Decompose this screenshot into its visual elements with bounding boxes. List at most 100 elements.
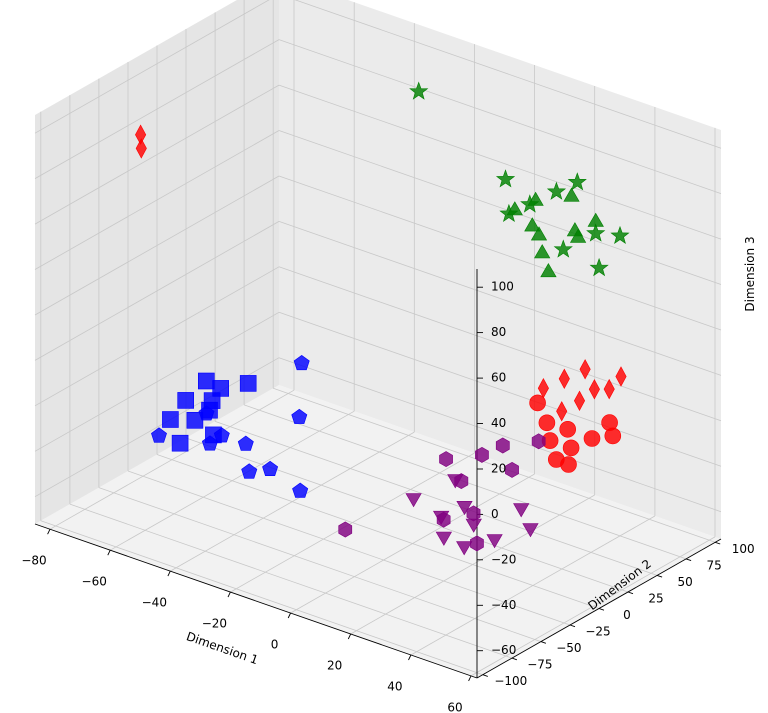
y-tick xyxy=(656,574,663,578)
back-pane xyxy=(279,0,721,539)
point-pentagon xyxy=(262,460,279,477)
grid-line-z xyxy=(278,130,722,285)
grid-line-y xyxy=(69,503,513,659)
y-tick-label: 100 xyxy=(732,542,755,556)
point-square xyxy=(186,411,204,429)
tick-marks xyxy=(47,286,721,682)
point-hexagon xyxy=(470,535,484,552)
point-star xyxy=(499,203,519,223)
y-tick-label: −50 xyxy=(556,641,581,655)
x-tick xyxy=(227,591,231,598)
z-tick-label: 0 xyxy=(491,507,499,521)
point-triangle-down xyxy=(456,500,473,516)
y-tick xyxy=(540,641,547,644)
z-tick-label: 20 xyxy=(491,462,506,476)
x-tick-label: −80 xyxy=(21,554,46,568)
x-tick xyxy=(167,570,171,577)
y-tick xyxy=(685,558,692,562)
z-tick-label: 100 xyxy=(491,280,514,294)
grid-line-y xyxy=(185,437,629,593)
point-hexagon xyxy=(531,433,546,450)
point-triangle xyxy=(563,187,580,202)
point-star xyxy=(589,257,609,277)
x-tick-label: 60 xyxy=(447,700,462,713)
grid-line-z xyxy=(34,130,280,270)
z-tick-label: 60 xyxy=(491,371,506,385)
y-tick xyxy=(627,591,634,595)
grid-line-z xyxy=(278,175,722,331)
y-tick xyxy=(598,608,605,611)
grid-line-y xyxy=(98,487,542,642)
point-triangle xyxy=(530,226,548,241)
grid-line-z xyxy=(294,0,722,149)
x-tick-label: 0 xyxy=(271,638,279,652)
point-triangle-down xyxy=(435,531,453,546)
grid-line-z xyxy=(34,175,280,316)
point-diamond xyxy=(615,366,627,387)
point-pentagon xyxy=(291,408,308,424)
point-diamond xyxy=(588,379,600,400)
point-pentagon xyxy=(237,435,254,451)
z-axis-label: Dimension 3 xyxy=(743,236,757,311)
x-tick xyxy=(107,550,111,556)
data-points xyxy=(135,81,630,556)
y-tick-label: −25 xyxy=(585,625,610,639)
grid-line-z xyxy=(34,357,280,498)
point-square xyxy=(177,392,194,409)
point-circle xyxy=(538,414,556,432)
grid-line-y xyxy=(273,387,716,543)
grid-line-z xyxy=(34,266,280,407)
point-circle xyxy=(583,430,601,447)
point-diamond xyxy=(603,378,615,400)
grid-line-z xyxy=(278,266,722,422)
grid-lines xyxy=(34,0,722,677)
point-square xyxy=(239,375,257,392)
point-triangle-down xyxy=(405,493,422,508)
grid-line-z xyxy=(278,357,722,513)
point-triangle xyxy=(540,263,557,278)
y-tick-label: −75 xyxy=(527,658,552,672)
point-star xyxy=(586,223,606,242)
point-star xyxy=(409,81,429,100)
point-diamond xyxy=(573,390,586,412)
grid-line-z xyxy=(34,84,280,225)
point-triangle-down xyxy=(465,518,482,533)
point-star xyxy=(553,239,573,258)
grid-line-z xyxy=(278,84,722,240)
z-tick-label: −40 xyxy=(491,598,516,612)
y-tick-label: 0 xyxy=(623,608,631,622)
x-tick xyxy=(468,675,472,682)
point-star xyxy=(610,225,630,245)
point-square xyxy=(171,434,189,452)
point-pentagon xyxy=(151,427,167,443)
point-square xyxy=(203,392,221,409)
point-triangle-down xyxy=(486,534,503,549)
point-circle xyxy=(604,427,622,445)
point-hexagon xyxy=(475,446,489,463)
grid-line-z xyxy=(34,311,280,452)
point-triangle-down xyxy=(513,503,530,518)
point-square xyxy=(198,372,215,390)
point-pentagon xyxy=(201,435,218,451)
point-diamond xyxy=(135,138,147,159)
grid-line-z xyxy=(278,39,722,194)
grid-line-y xyxy=(214,421,658,576)
point-star xyxy=(495,169,516,188)
x-tick-label: −60 xyxy=(82,575,107,589)
z-tick-label: −20 xyxy=(491,552,516,566)
grid-line-z xyxy=(34,39,280,179)
x-tick xyxy=(47,529,51,535)
y-tick-label: 25 xyxy=(648,592,663,606)
point-triangle-down xyxy=(456,541,473,556)
point-circle xyxy=(562,439,580,457)
point-hexagon xyxy=(436,511,451,528)
grid-line-y xyxy=(156,454,600,609)
y-tick-label: 75 xyxy=(706,558,721,572)
point-hexagon xyxy=(338,521,353,538)
point-hexagon xyxy=(505,461,519,478)
y-tick-label: −100 xyxy=(494,674,527,688)
z-tick-label: 80 xyxy=(491,325,506,339)
point-pentagon xyxy=(241,463,258,479)
point-triangle xyxy=(524,217,541,232)
